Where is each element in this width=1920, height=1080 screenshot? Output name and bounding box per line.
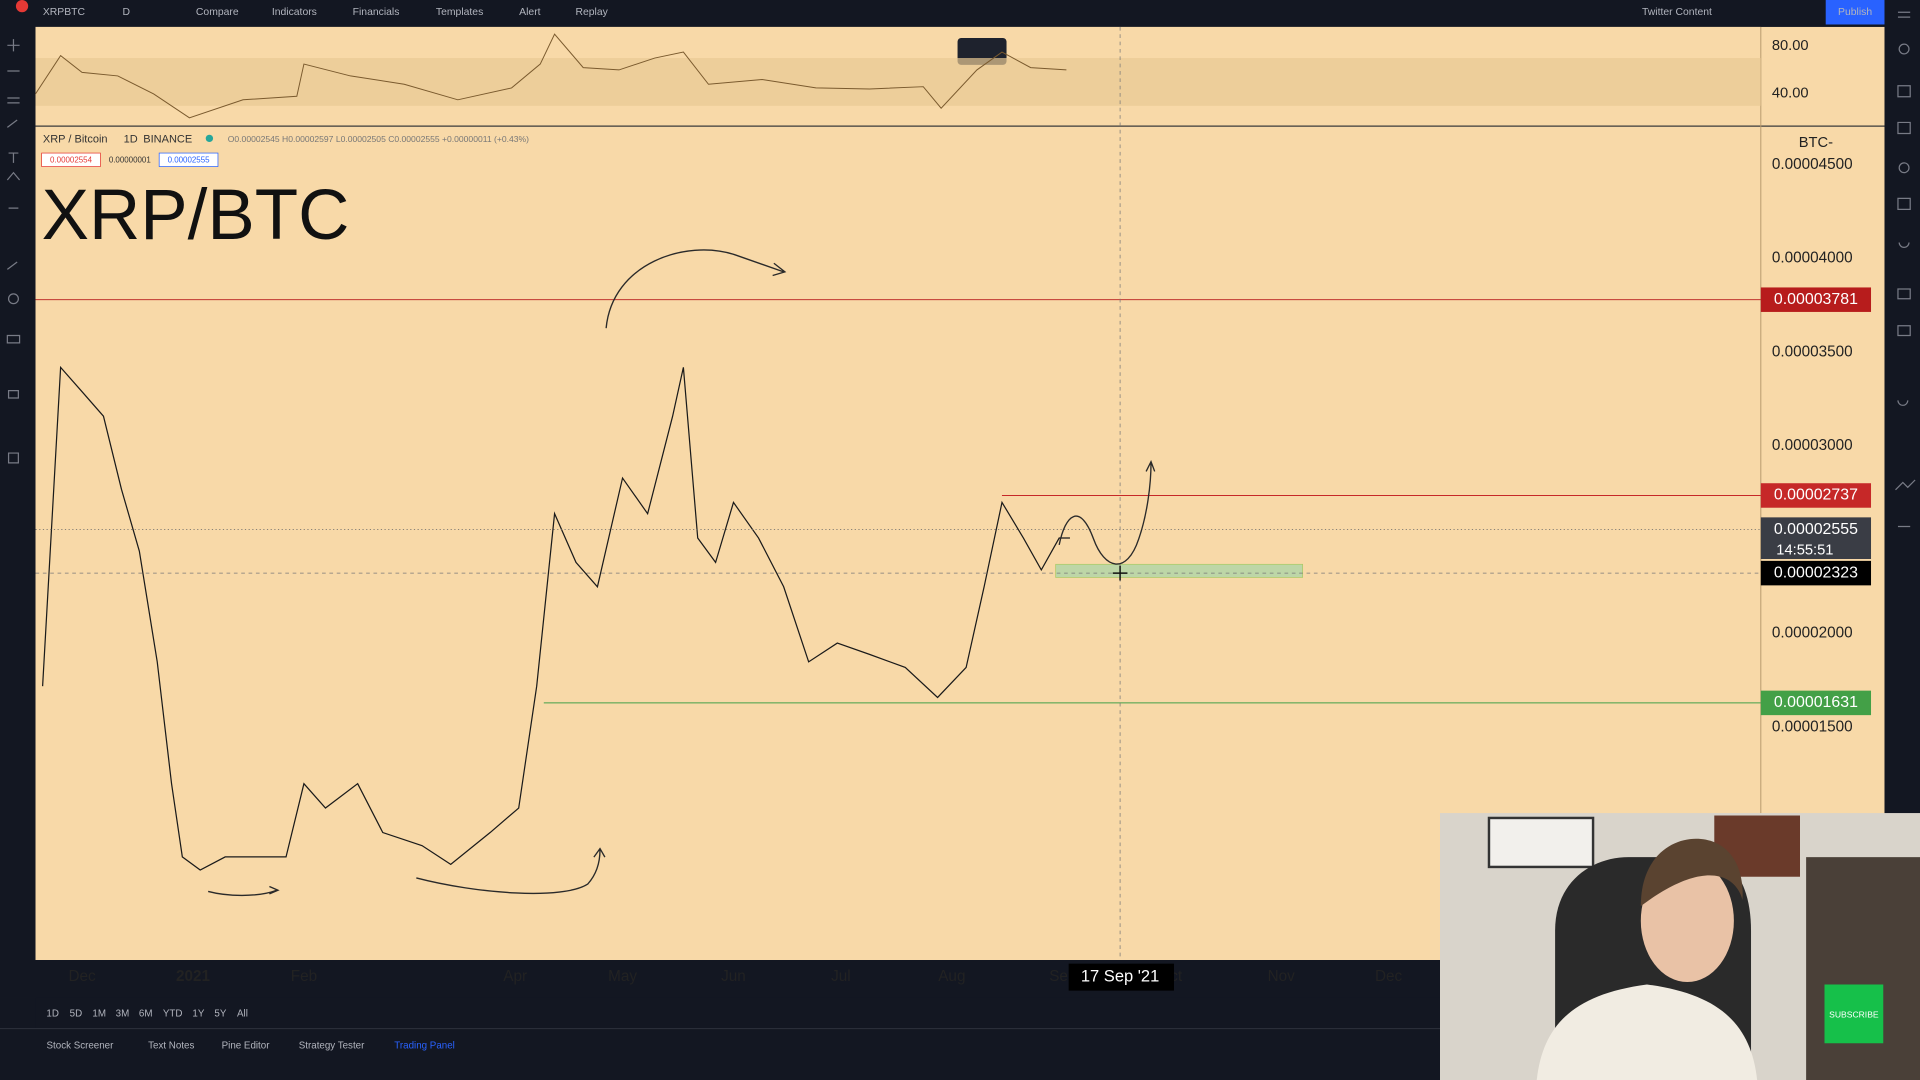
- target-zone: [1055, 563, 1304, 578]
- timeframe-bar: [35, 997, 1440, 1029]
- cursor: [1112, 565, 1128, 581]
- tabs: Stock Screener Text Notes Pine Editor Strat…: [47, 1040, 455, 1051]
- timeframe[interactable]: 5D: [70, 1008, 83, 1019]
- ask[interactable]: 0.00002555: [168, 156, 211, 165]
- tab[interactable]: Strategy Tester: [299, 1040, 365, 1051]
- legend-symbol: XRP / Bitcoin: [43, 133, 108, 145]
- rsi-tick-label: 80.00: [1772, 38, 1809, 54]
- x-tick-label: Aug: [938, 968, 965, 985]
- level-label: 0.00003781: [1774, 291, 1858, 308]
- compare[interactable]: Compare: [196, 7, 239, 18]
- left-toolbar-icons: [6, 39, 21, 464]
- person-hair: [1640, 838, 1743, 907]
- crosshair-price: 0.00002323: [1774, 564, 1858, 581]
- y-tick-label: 0.00002000: [1772, 625, 1853, 642]
- crosshair-price-box: [1760, 560, 1872, 586]
- financials[interactable]: Financials: [353, 7, 400, 18]
- y-tick-label: 0.00004500: [1772, 156, 1853, 173]
- top-toolbar: XRPBTC D Compare Indicators Financials T…: [15, 0, 1885, 25]
- indicators[interactable]: Indicators: [272, 7, 317, 18]
- x-tick-label: Dec: [68, 968, 96, 985]
- timeframe[interactable]: All: [237, 1008, 248, 1019]
- rsi-tick-label: 40.00: [1772, 86, 1809, 102]
- timeframe[interactable]: 1M: [92, 1008, 106, 1019]
- price-line: [35, 33, 1067, 119]
- x-tick-label: Jul: [831, 968, 851, 985]
- tab[interactable]: Stock Screener: [47, 1040, 115, 1051]
- tab[interactable]: Trading Panel: [394, 1040, 455, 1051]
- replay[interactable]: Replay: [576, 7, 609, 18]
- crosshair-date: 17 Sep '21: [1081, 967, 1159, 986]
- y-axis-label: BTC-: [1799, 135, 1833, 151]
- y-tick-label: 0.00001500: [1772, 719, 1853, 736]
- alert[interactable]: Alert: [519, 7, 540, 18]
- publish-button[interactable]: [1825, 0, 1885, 25]
- x-tick-label: 2021: [176, 968, 211, 985]
- timeframe[interactable]: 5Y: [214, 1008, 226, 1019]
- timeframe[interactable]: YTD: [163, 1008, 183, 1019]
- last-price-box: [1760, 517, 1872, 559]
- price-line: [42, 365, 1070, 871]
- bid[interactable]: 0.00002554: [50, 156, 93, 165]
- plot: 80.00 40.00 BTC- 0.00004500 0.00004000 0.0000…: [35, 26, 1872, 991]
- x-tick-label: Nov: [1268, 968, 1296, 985]
- wall-picture: [1487, 816, 1595, 869]
- timeframe[interactable]: 6M: [139, 1008, 153, 1019]
- subscribe-label[interactable]: SUBSCRIBE: [1829, 1009, 1879, 1019]
- level-label-box: [1760, 690, 1872, 716]
- timeframe[interactable]: 3M: [116, 1008, 130, 1019]
- symbol[interactable]: XRPBTC: [43, 7, 86, 18]
- bid-box[interactable]: [41, 152, 101, 167]
- spread: 0.00000001: [109, 156, 152, 165]
- countdown: 14:55:51: [1776, 542, 1833, 558]
- interval[interactable]: D: [122, 7, 130, 18]
- y-tick-label: 0.00004000: [1772, 250, 1853, 267]
- subscribe-badge[interactable]: [1824, 984, 1884, 1044]
- symbol-legend: XRP / Bitcoin 1D BINANCE O0.00002545 H0.…: [41, 133, 529, 167]
- shelf: [1806, 857, 1920, 1080]
- x-tick-label: Feb: [291, 968, 317, 985]
- hand-drawings: [207, 249, 1156, 897]
- x-tick-label: Dec: [1375, 968, 1403, 985]
- person-body: [1536, 984, 1758, 1080]
- level-label-box: [1760, 483, 1872, 508]
- y-tick-label: 0.00003500: [1772, 343, 1853, 360]
- crosshair-date-box: [1068, 963, 1174, 991]
- tab[interactable]: Text Notes: [148, 1040, 194, 1051]
- rsi-band: [35, 58, 1761, 106]
- level-label-box: [1760, 287, 1872, 312]
- timeframe[interactable]: 1D: [46, 1008, 59, 1019]
- last-price-label: 0.00002555: [1774, 521, 1858, 538]
- webcam: SUBSCRIBE: [1440, 813, 1920, 1080]
- tab[interactable]: Pine Editor: [222, 1040, 271, 1051]
- level-label: 0.00001631: [1774, 694, 1858, 711]
- layout-name[interactable]: Twitter Content: [1642, 7, 1712, 18]
- level-label: 0.00002737: [1774, 487, 1858, 504]
- bottom-bar: 1D 5D 1M 3M 6M YTD 1Y 5Y All Stock Screener Text …: [0, 997, 1440, 1051]
- timeframe[interactable]: 1Y: [192, 1008, 204, 1019]
- live-dot: [205, 134, 214, 143]
- publish-label[interactable]: Publish: [1838, 7, 1872, 18]
- y-tick-label: 0.00003000: [1772, 437, 1853, 454]
- timeframes: 1D 5D 1M 3M 6M YTD 1Y 5Y All: [46, 1008, 247, 1019]
- ask-box[interactable]: [158, 152, 219, 167]
- overlay-title: XRP/BTC: [42, 176, 350, 255]
- notification-dot: [15, 0, 29, 13]
- legend-interval: 1D: [124, 133, 138, 145]
- right-sidebar-icons: [1895, 11, 1916, 528]
- templates[interactable]: Templates: [436, 7, 483, 18]
- x-tick-label: May: [608, 968, 637, 985]
- legend-ohlc: O0.00002545 H0.00002597 L0.00002505 C0.0…: [228, 134, 529, 144]
- legend-exchange: BINANCE: [143, 133, 192, 145]
- chart-background: [35, 26, 1885, 960]
- x-tick-label: Jun: [721, 968, 746, 985]
- x-tick-label: Apr: [503, 968, 527, 985]
